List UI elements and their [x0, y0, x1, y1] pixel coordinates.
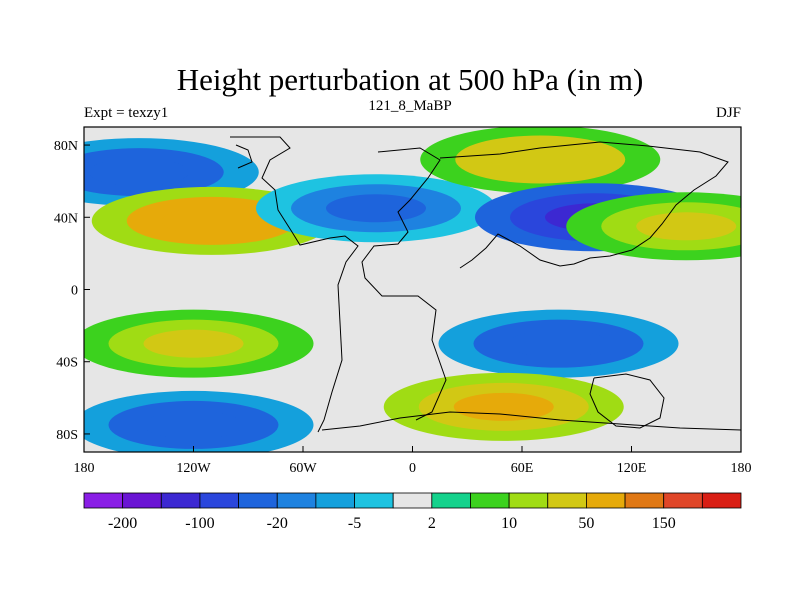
colorbar-swatch: [470, 492, 510, 509]
colorbar-swatch: [83, 492, 124, 509]
x-tick-label: 60W: [289, 461, 317, 476]
colorbar-swatch: [508, 492, 549, 509]
colorbar-label: 10: [501, 515, 517, 532]
field-north-pacific-level-2: [88, 158, 189, 187]
subtitle-center: 121_8_MaBP: [368, 98, 451, 114]
x-tick-label: 60E: [511, 461, 534, 476]
y-axis: 80N 40N 0 40S 80S: [54, 139, 90, 443]
colorbar-label: 150: [652, 515, 676, 532]
field-north-atlantic-level-2: [326, 194, 426, 223]
field-europe-high-level-2: [490, 145, 591, 174]
colorbar-swatch: [701, 492, 742, 509]
field-north-pacific-ridge-level-2: [161, 206, 262, 235]
field-antarctic-high-level-2: [453, 392, 554, 421]
field-east-asia-ridge-level-2: [636, 212, 737, 241]
y-tick-label: 80N: [54, 139, 78, 154]
field-southern-ocean-level-2: [143, 410, 244, 439]
subtitle-left: Expt = texzy1: [84, 105, 168, 121]
colorbar-swatch: [392, 492, 433, 509]
colorbar-swatch: [122, 492, 162, 509]
subtitle-right: DJF: [716, 105, 741, 121]
y-tick-label: 40N: [54, 211, 78, 226]
colorbar-swatch: [199, 492, 239, 509]
colorbar-label: -200: [108, 515, 137, 532]
colorbar-label: -20: [267, 515, 288, 532]
y-tick-label: 40S: [56, 356, 78, 371]
x-axis: 180 120W 60W 0 60E 120E 180: [74, 446, 752, 476]
colorbar-swatch: [160, 492, 201, 509]
y-tick-label: 80S: [56, 428, 78, 443]
colorbar-swatch: [238, 492, 278, 509]
colorbar-swatch: [354, 492, 394, 509]
field-indian-ocean-level-2: [508, 329, 609, 358]
chart-title: Height perturbation at 500 hPa (in m): [177, 62, 644, 97]
contour-fields: [84, 127, 741, 452]
x-tick-label: 180: [731, 461, 752, 476]
colorbar-swatch: [431, 492, 471, 509]
colorbar-swatch: [663, 492, 703, 509]
colorbar-label: -5: [348, 515, 361, 532]
field-south-pacific-level-2: [143, 329, 244, 358]
x-tick-label: 120W: [176, 461, 211, 476]
colorbar-swatch: [547, 492, 587, 509]
colorbar-swatch: [276, 492, 317, 509]
colorbar: -200 -100 -20 -5 2 10 50 150: [83, 492, 742, 532]
plot-area: [84, 127, 741, 452]
colorbar-label: 50: [578, 515, 594, 532]
y-tick-label: 0: [71, 284, 78, 299]
colorbar-label: 2: [428, 515, 436, 532]
colorbar-swatch: [624, 492, 665, 509]
colorbar-label: -100: [185, 515, 214, 532]
coastline: [230, 136, 741, 433]
x-tick-label: 180: [74, 461, 95, 476]
x-tick-label: 120E: [617, 461, 647, 476]
colorbar-swatch: [315, 492, 355, 509]
colorbar-swatch: [586, 492, 626, 509]
x-tick-label: 0: [409, 461, 416, 476]
